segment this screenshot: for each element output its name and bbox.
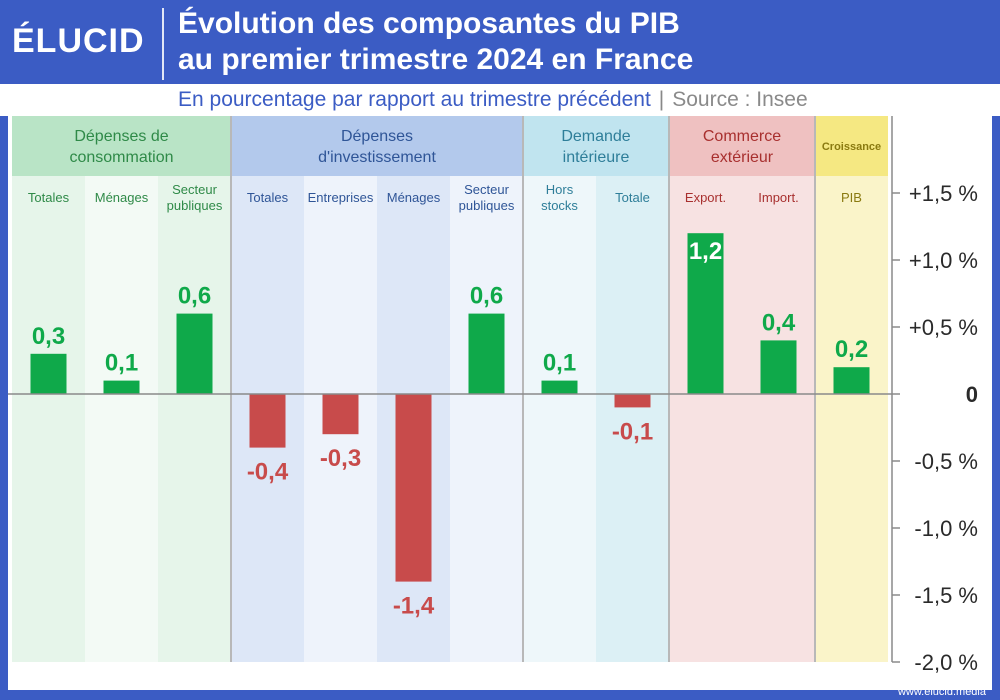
y-tick-label: 0 bbox=[966, 382, 978, 407]
category-label: Totale bbox=[615, 190, 650, 205]
group-header-label: extérieur bbox=[711, 149, 774, 166]
category-label: stocks bbox=[541, 198, 578, 213]
bar bbox=[541, 380, 578, 394]
category-label: PIB bbox=[841, 190, 862, 205]
category-label: Ménages bbox=[95, 190, 149, 205]
group-header-label: d'investissement bbox=[318, 149, 436, 166]
bar-value-label: -0,4 bbox=[247, 459, 289, 486]
bar bbox=[468, 313, 505, 394]
category-label: Ménages bbox=[387, 190, 441, 205]
bar bbox=[687, 233, 724, 394]
bar-value-label: 0,6 bbox=[470, 283, 503, 310]
bar-value-label: 0,6 bbox=[178, 283, 211, 310]
y-tick-label: -1,5 % bbox=[914, 583, 978, 608]
column-band bbox=[523, 176, 596, 662]
title-line-1: Évolution des composantes du PIB bbox=[178, 7, 680, 40]
source-text: Source : Insee bbox=[672, 88, 808, 111]
bar-value-label: -0,3 bbox=[320, 445, 361, 472]
group-header bbox=[523, 116, 669, 176]
group-header bbox=[12, 116, 231, 176]
bar bbox=[103, 380, 140, 394]
category-label: Secteur bbox=[172, 182, 217, 197]
group-header bbox=[669, 116, 815, 176]
subtitle: En pourcentage par rapport au trimestre … bbox=[178, 88, 651, 111]
y-tick-label: +0,5 % bbox=[909, 315, 978, 340]
category-label: Export. bbox=[685, 190, 726, 205]
bar bbox=[395, 394, 432, 582]
logo-divider bbox=[162, 8, 164, 80]
bar bbox=[176, 313, 213, 394]
group-header-label: Dépenses bbox=[341, 128, 413, 145]
y-tick-label: -1,0 % bbox=[914, 516, 978, 541]
elucid-logo: ÉLUCID bbox=[12, 22, 145, 60]
column-band bbox=[815, 176, 888, 662]
bar bbox=[614, 394, 651, 408]
bar-value-label: 0,4 bbox=[762, 309, 796, 336]
bar-value-label: 0,1 bbox=[105, 350, 138, 377]
bar bbox=[30, 353, 67, 394]
category-label: Totales bbox=[247, 190, 289, 205]
chart-title: Évolution des composantes du PIB au prem… bbox=[178, 6, 978, 78]
group-header bbox=[815, 116, 888, 176]
category-label: publiques bbox=[167, 198, 223, 213]
website-credit: www.elucid.media bbox=[897, 686, 986, 698]
header: ÉLUCID Évolution des composantes du PIB … bbox=[0, 0, 1000, 84]
group-header-label: Dépenses de bbox=[74, 128, 168, 145]
bar-value-label: 0,1 bbox=[543, 350, 576, 377]
category-label: Secteur bbox=[464, 182, 509, 197]
bar bbox=[322, 394, 359, 435]
y-tick-label: +1,5 % bbox=[909, 181, 978, 206]
bar bbox=[249, 394, 286, 448]
column-band bbox=[596, 176, 669, 662]
category-label: Import. bbox=[758, 190, 798, 205]
bar-value-label: 1,2 bbox=[689, 238, 722, 265]
title-line-2: au premier trimestre 2024 en France bbox=[178, 43, 694, 76]
column-band bbox=[158, 176, 231, 662]
bar-chart: Dépenses de consommation Totales 0,3 Ménages… bbox=[8, 116, 978, 675]
y-tick-label: +1,0 % bbox=[909, 248, 978, 273]
column-band bbox=[12, 176, 85, 662]
plot-area: Dépenses de consommation Totales 0,3 Ménages… bbox=[8, 116, 992, 690]
group-header-label: consommation bbox=[69, 149, 173, 166]
bar bbox=[833, 367, 870, 394]
category-label: Totales bbox=[28, 190, 70, 205]
bar bbox=[760, 340, 797, 394]
column-band bbox=[85, 176, 158, 662]
bar-value-label: 0,2 bbox=[835, 336, 868, 363]
group-header-label: Croissance bbox=[822, 141, 881, 153]
subtitle-bar: En pourcentage par rapport au trimestre … bbox=[0, 84, 1000, 116]
y-tick-label: -2,0 % bbox=[914, 650, 978, 675]
group-header-label: Demande bbox=[561, 128, 630, 145]
category-label: publiques bbox=[459, 198, 515, 213]
subtitle-separator: | bbox=[658, 88, 665, 111]
y-tick-label: -0,5 % bbox=[914, 449, 978, 474]
column-band bbox=[742, 176, 815, 662]
bar-value-label: -0,1 bbox=[612, 418, 653, 445]
bar-value-label: -1,4 bbox=[393, 593, 435, 620]
group-header-label: Commerce bbox=[703, 128, 781, 145]
group-header bbox=[231, 116, 523, 176]
group-header-label: intérieure bbox=[563, 149, 630, 166]
category-label: Entreprises bbox=[308, 190, 374, 205]
column-band bbox=[450, 176, 523, 662]
category-label: Hors bbox=[546, 182, 574, 197]
subtitle-row: En pourcentage par rapport au trimestre … bbox=[178, 88, 988, 112]
bar-value-label: 0,3 bbox=[32, 323, 65, 350]
